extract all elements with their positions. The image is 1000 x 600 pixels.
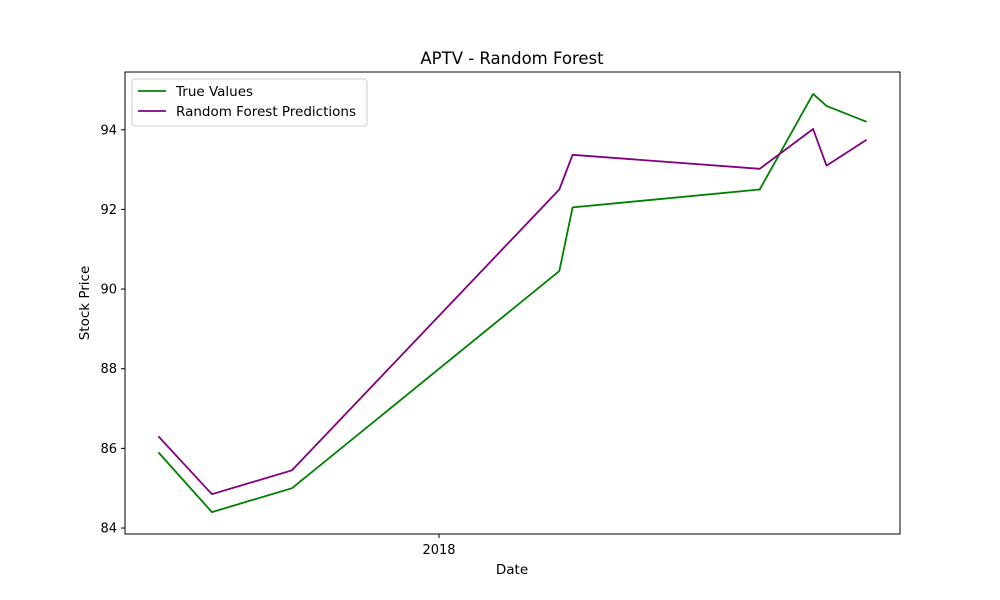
y-tick-label: 84 <box>100 522 117 537</box>
series-line-1 <box>157 93 867 513</box>
y-tick-label: 86 <box>100 442 117 457</box>
y-tick-label: 88 <box>100 362 117 377</box>
legend-label-2: Random Forest Predictions <box>176 104 356 120</box>
series-layer <box>157 93 868 513</box>
x-axis-label: Date <box>496 562 528 578</box>
chart-title: APTV - Random Forest <box>420 49 604 68</box>
x-tick-label: 2018 <box>422 543 455 558</box>
series-line-2 <box>157 128 868 496</box>
legend-label-1: True Values <box>175 84 253 100</box>
legend-box <box>131 78 368 127</box>
y-axis: 84 86 88 90 92 94 <box>100 123 125 537</box>
y-tick-label: 92 <box>100 203 117 218</box>
y-axis-label: Stock Price <box>77 266 93 341</box>
plot-area <box>124 71 901 535</box>
y-tick-label: 90 <box>100 283 117 298</box>
y-tick-label: 94 <box>100 123 117 138</box>
legend: True Values Random Forest Predictions <box>131 78 368 127</box>
x-axis: 2018 <box>422 534 456 558</box>
